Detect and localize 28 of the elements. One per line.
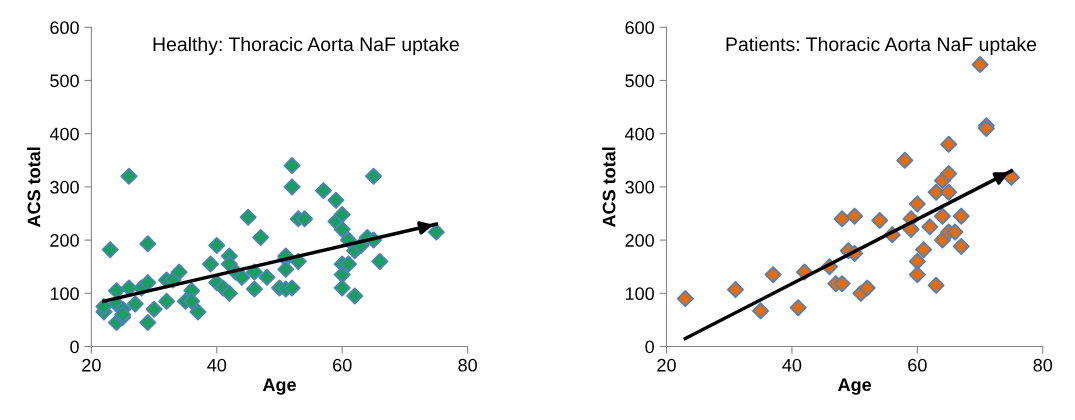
y-tick-label: 0 bbox=[70, 340, 79, 354]
x-tick-label: 60 bbox=[908, 358, 927, 372]
y-tick-label: 500 bbox=[50, 74, 79, 88]
chart-title: Patients: Thoracic Aorta NaF uptake bbox=[726, 36, 1037, 55]
y-tick-label: 600 bbox=[625, 21, 654, 35]
y-tick-label: 200 bbox=[50, 234, 79, 247]
chart-title: Healthy: Thoracic Aorta NaF uptake bbox=[153, 36, 459, 55]
y-tick-label: 100 bbox=[50, 287, 79, 301]
y-tick-label: 600 bbox=[50, 21, 79, 35]
y-axis-title: ACS total bbox=[27, 147, 41, 228]
y-tick-label: 300 bbox=[50, 180, 79, 194]
x-tick-label: 20 bbox=[82, 358, 101, 372]
x-tick-label: 60 bbox=[333, 358, 352, 372]
x-axis-title: Age bbox=[838, 378, 872, 395]
x-tick-label: 80 bbox=[458, 358, 477, 372]
y-tick-label: 100 bbox=[625, 287, 654, 301]
y-tick-label: 300 bbox=[625, 180, 654, 194]
x-axis-title: Age bbox=[262, 378, 296, 395]
y-tick-label: 200 bbox=[625, 234, 654, 247]
x-tick-label: 20 bbox=[657, 358, 676, 372]
x-tick-label: 40 bbox=[207, 358, 227, 372]
x-tick-label: 40 bbox=[782, 358, 802, 372]
y-tick-label: 500 bbox=[625, 74, 654, 88]
y-tick-label: 400 bbox=[624, 127, 654, 141]
y-tick-label: 0 bbox=[645, 340, 654, 354]
y-axis-title: ACS total bbox=[602, 147, 616, 228]
x-tick-label: 80 bbox=[1033, 358, 1053, 372]
y-tick-label: 400 bbox=[49, 127, 79, 141]
